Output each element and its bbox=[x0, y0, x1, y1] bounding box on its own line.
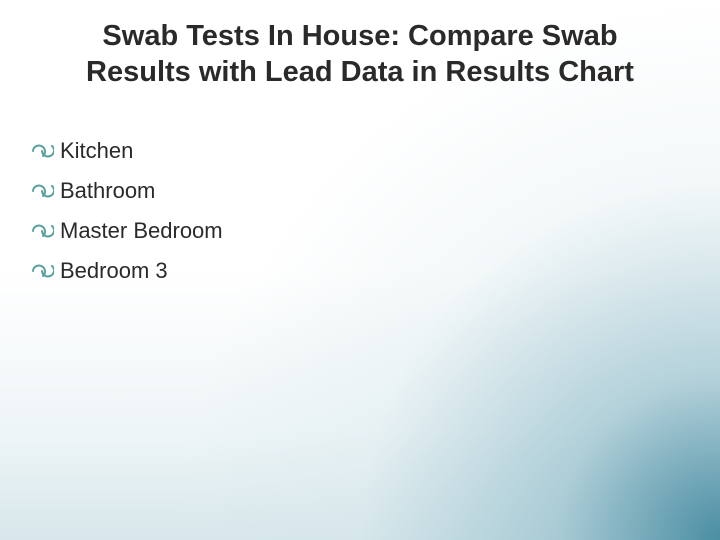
list-item: Bathroom bbox=[30, 180, 680, 202]
swirl-bullet-icon bbox=[30, 182, 54, 200]
list-item: Master Bedroom bbox=[30, 220, 680, 242]
slide-title: Swab Tests In House: Compare Swab Result… bbox=[50, 18, 670, 91]
swirl-bullet-icon bbox=[30, 142, 54, 160]
bullet-list: Kitchen Bathroom Master Bedroom Bedroom … bbox=[30, 140, 680, 300]
list-item: Bedroom 3 bbox=[30, 260, 680, 282]
slide: Swab Tests In House: Compare Swab Result… bbox=[0, 0, 720, 540]
list-item: Kitchen bbox=[30, 140, 680, 162]
swirl-bullet-icon bbox=[30, 262, 54, 280]
swirl-bullet-icon bbox=[30, 222, 54, 240]
list-item-label: Master Bedroom bbox=[60, 220, 223, 242]
list-item-label: Bathroom bbox=[60, 180, 155, 202]
list-item-label: Bedroom 3 bbox=[60, 260, 168, 282]
list-item-label: Kitchen bbox=[60, 140, 133, 162]
